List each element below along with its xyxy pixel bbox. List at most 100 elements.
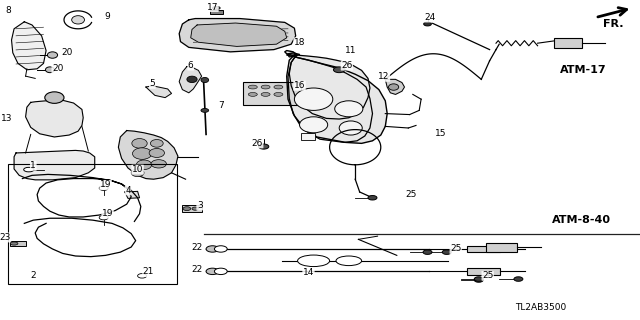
Polygon shape bbox=[146, 86, 172, 98]
Text: 19: 19 bbox=[100, 180, 111, 189]
Ellipse shape bbox=[99, 186, 108, 190]
Text: 25: 25 bbox=[450, 244, 461, 253]
Bar bbox=[467, 246, 500, 252]
Text: 4: 4 bbox=[125, 186, 131, 195]
Ellipse shape bbox=[333, 67, 345, 73]
Text: 25: 25 bbox=[405, 190, 417, 199]
Ellipse shape bbox=[339, 121, 362, 135]
Text: 18: 18 bbox=[294, 38, 305, 47]
Bar bbox=[554, 38, 582, 48]
Polygon shape bbox=[179, 67, 202, 93]
Bar bbox=[182, 205, 202, 212]
Ellipse shape bbox=[514, 277, 523, 281]
Ellipse shape bbox=[206, 268, 219, 275]
Ellipse shape bbox=[206, 246, 219, 252]
Polygon shape bbox=[288, 54, 370, 119]
Ellipse shape bbox=[138, 274, 147, 278]
Ellipse shape bbox=[335, 101, 363, 117]
Ellipse shape bbox=[212, 6, 220, 10]
Polygon shape bbox=[26, 100, 83, 137]
Polygon shape bbox=[285, 51, 387, 143]
Ellipse shape bbox=[10, 242, 18, 245]
Text: 2: 2 bbox=[31, 271, 36, 280]
Text: 6: 6 bbox=[188, 61, 193, 70]
Ellipse shape bbox=[72, 16, 84, 24]
Ellipse shape bbox=[131, 169, 144, 177]
Text: 3: 3 bbox=[197, 201, 202, 210]
Ellipse shape bbox=[150, 140, 163, 147]
Ellipse shape bbox=[248, 85, 257, 89]
Text: ATM-8-40: ATM-8-40 bbox=[552, 215, 611, 225]
Text: 1: 1 bbox=[31, 161, 36, 170]
Ellipse shape bbox=[132, 148, 152, 159]
Ellipse shape bbox=[24, 167, 34, 172]
Bar bbox=[10, 241, 26, 246]
Text: 7: 7 bbox=[218, 101, 223, 110]
Ellipse shape bbox=[388, 84, 399, 90]
Text: 23: 23 bbox=[0, 233, 11, 242]
Bar bbox=[8, 164, 177, 284]
Ellipse shape bbox=[294, 88, 333, 110]
Text: TL2AB3500: TL2AB3500 bbox=[515, 303, 566, 312]
Ellipse shape bbox=[300, 117, 328, 133]
Ellipse shape bbox=[259, 144, 269, 149]
Ellipse shape bbox=[45, 92, 64, 103]
Text: 8: 8 bbox=[6, 6, 11, 15]
Text: FR.: FR. bbox=[603, 19, 623, 29]
Polygon shape bbox=[14, 150, 95, 180]
Ellipse shape bbox=[201, 77, 209, 83]
Ellipse shape bbox=[99, 215, 108, 220]
Ellipse shape bbox=[368, 196, 377, 200]
Text: 15: 15 bbox=[435, 129, 446, 138]
Bar bbox=[467, 268, 500, 275]
Ellipse shape bbox=[187, 76, 197, 83]
Ellipse shape bbox=[201, 108, 209, 112]
Ellipse shape bbox=[136, 160, 152, 170]
Text: 26: 26 bbox=[341, 61, 353, 70]
Polygon shape bbox=[12, 22, 46, 70]
Text: 25: 25 bbox=[482, 271, 493, 280]
Ellipse shape bbox=[442, 250, 451, 254]
Bar bbox=[243, 82, 301, 105]
Ellipse shape bbox=[214, 268, 227, 275]
Ellipse shape bbox=[132, 139, 147, 148]
Ellipse shape bbox=[336, 256, 362, 266]
Ellipse shape bbox=[47, 52, 58, 58]
Text: 26: 26 bbox=[252, 139, 263, 148]
Text: 19: 19 bbox=[102, 209, 113, 218]
Polygon shape bbox=[191, 23, 287, 46]
Bar bbox=[486, 243, 517, 252]
Ellipse shape bbox=[474, 277, 483, 281]
Bar bbox=[301, 133, 315, 140]
Polygon shape bbox=[385, 79, 404, 94]
Polygon shape bbox=[179, 19, 296, 52]
Ellipse shape bbox=[151, 160, 166, 168]
Ellipse shape bbox=[474, 278, 483, 282]
Text: 13: 13 bbox=[1, 114, 12, 123]
Ellipse shape bbox=[274, 85, 283, 89]
Text: 14: 14 bbox=[303, 268, 314, 277]
Ellipse shape bbox=[149, 148, 164, 157]
Ellipse shape bbox=[424, 22, 431, 26]
Bar bbox=[210, 10, 223, 14]
Text: 11: 11 bbox=[345, 46, 356, 55]
Ellipse shape bbox=[274, 92, 283, 96]
Text: 21: 21 bbox=[143, 268, 154, 276]
Polygon shape bbox=[118, 131, 178, 179]
Ellipse shape bbox=[298, 255, 330, 267]
Ellipse shape bbox=[261, 85, 270, 89]
Text: 16: 16 bbox=[294, 81, 305, 90]
Ellipse shape bbox=[45, 67, 54, 73]
Text: 9: 9 bbox=[105, 12, 110, 21]
Text: 20: 20 bbox=[52, 64, 63, 73]
Text: 17: 17 bbox=[207, 3, 218, 12]
Polygon shape bbox=[287, 53, 372, 142]
Ellipse shape bbox=[248, 92, 257, 96]
Text: 5: 5 bbox=[150, 79, 155, 88]
Text: ATM-17: ATM-17 bbox=[560, 65, 607, 75]
Text: 12: 12 bbox=[378, 72, 390, 81]
Ellipse shape bbox=[423, 250, 432, 254]
Text: 22: 22 bbox=[191, 243, 203, 252]
Ellipse shape bbox=[261, 92, 270, 96]
Ellipse shape bbox=[214, 246, 227, 252]
